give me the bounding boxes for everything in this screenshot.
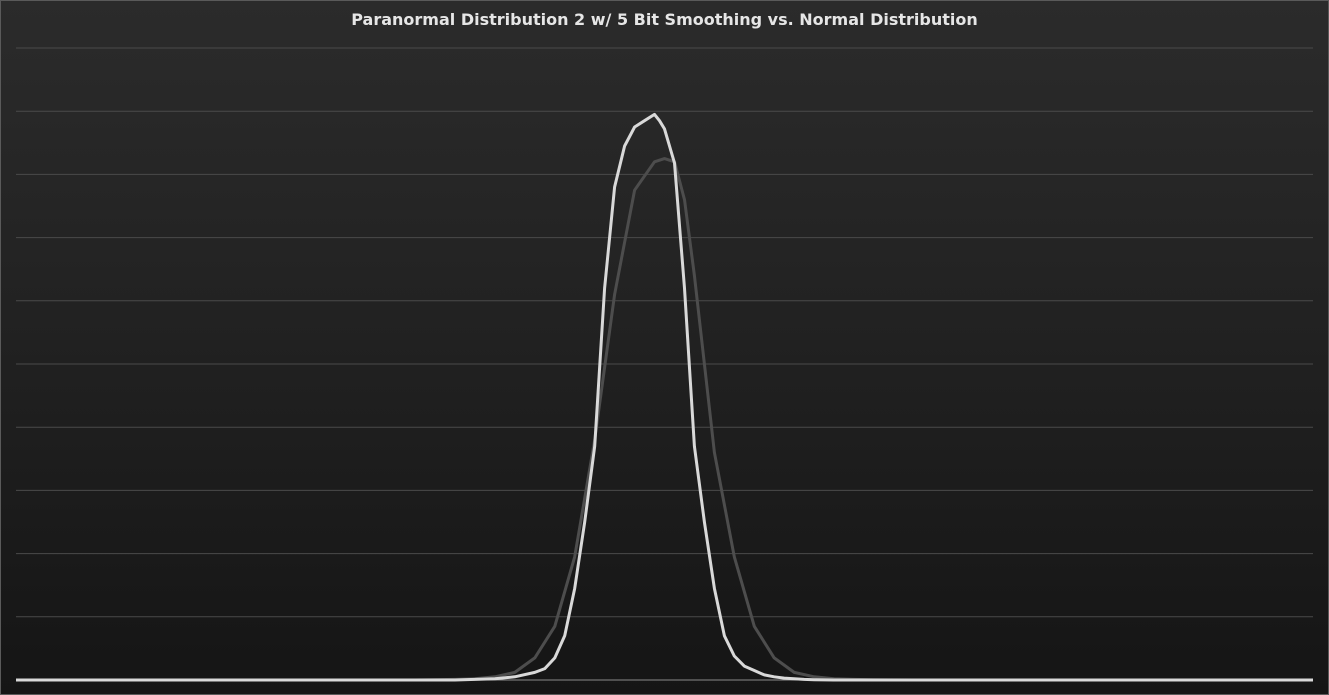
series-group [16, 112, 1313, 682]
series-line-2 [16, 112, 1313, 682]
chart-title: Paranormal Distribution 2 w/ 5 Bit Smoot… [351, 10, 978, 29]
gridlines [16, 47, 1313, 681]
series-line-1 [16, 157, 1313, 682]
